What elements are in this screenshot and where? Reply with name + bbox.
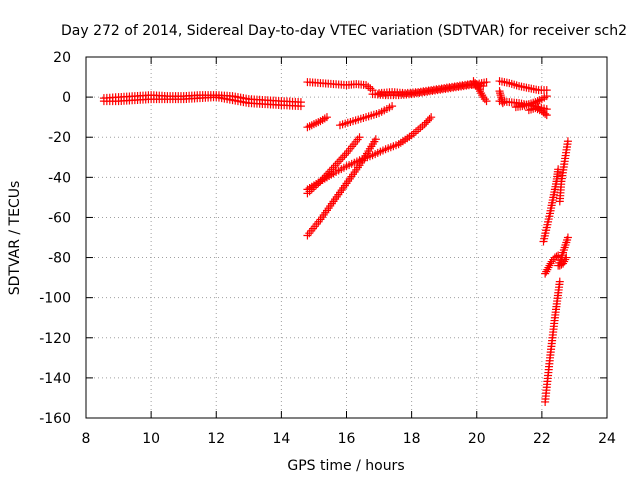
- data-point-marker: [479, 82, 488, 91]
- data-point-marker: [340, 151, 349, 160]
- y-tick-label: -120: [39, 331, 71, 347]
- data-point-marker: [325, 167, 334, 176]
- data-point-marker: [476, 87, 485, 96]
- data-point-marker: [473, 83, 482, 92]
- y-tick-label: 0: [62, 90, 71, 106]
- y-tick-labels: -160 -140 -120 -100 -80 -60 -40 -20 0 20: [39, 50, 71, 427]
- data-point-marker: [425, 114, 434, 123]
- y-tick-label: 20: [53, 50, 71, 66]
- data-point-marker: [479, 93, 488, 102]
- y-tick-label: -80: [48, 251, 71, 267]
- data-point-marker: [371, 135, 380, 144]
- data-point-marker: [563, 137, 572, 146]
- data-point-marker: [322, 113, 331, 122]
- x-tick-label: 10: [142, 431, 160, 447]
- data-point-marker: [498, 99, 507, 108]
- data-point-marker: [471, 79, 480, 88]
- data-point-marker: [388, 102, 397, 111]
- data-point-marker: [427, 113, 436, 122]
- x-tick-label: 22: [533, 431, 551, 447]
- data-point-marker: [542, 111, 551, 120]
- x-tick-label: 12: [207, 431, 225, 447]
- data-point-marker: [542, 92, 551, 101]
- data-point-marker: [561, 255, 570, 264]
- data-point-marker: [338, 153, 347, 162]
- axis-ticks: [85, 56, 608, 419]
- data-point-marker: [335, 157, 344, 166]
- data-point-marker: [559, 259, 568, 268]
- data-point-marker: [542, 267, 551, 276]
- data-point-marker: [336, 155, 345, 164]
- data-point-marker: [545, 261, 554, 270]
- data-point-marker: [560, 257, 569, 266]
- y-tick-label: -40: [48, 170, 71, 186]
- data-point-marker: [541, 269, 550, 278]
- data-point-marker: [480, 95, 489, 104]
- x-tick-label: 16: [338, 431, 356, 447]
- x-tick-label: 8: [82, 431, 91, 447]
- data-point-marker: [543, 265, 552, 274]
- grid-lines: [86, 57, 607, 418]
- x-tick-label: 18: [403, 431, 421, 447]
- data-point-marker: [331, 161, 340, 170]
- y-tick-label: -160: [39, 411, 71, 427]
- chart-title: Day 272 of 2014, Sidereal Day-to-day VTE…: [61, 23, 627, 39]
- data-point-marker: [541, 109, 550, 118]
- x-axis-label: GPS time / hours: [287, 458, 404, 474]
- data-point-marker: [296, 102, 305, 111]
- data-point-marker: [474, 85, 483, 94]
- data-point-marker: [477, 89, 486, 98]
- data-point-marker: [563, 233, 572, 242]
- data-point-marker: [472, 81, 481, 90]
- data-point-marker: [482, 78, 491, 87]
- data-point-marker: [546, 259, 555, 268]
- x-tick-label: 14: [272, 431, 290, 447]
- y-tick-label: -20: [48, 130, 71, 146]
- y-tick-label: -100: [39, 291, 71, 307]
- x-tick-labels: 8 10 12 14 16 18 20 22 24: [82, 431, 616, 447]
- data-point-marker: [544, 263, 553, 272]
- data-point-marker: [333, 159, 342, 168]
- data-point-marker: [552, 252, 561, 261]
- data-point-marker: [478, 91, 487, 100]
- data-point-marker: [562, 253, 571, 262]
- data-points: [99, 77, 572, 406]
- data-point-marker: [355, 133, 364, 142]
- y-tick-label: -60: [48, 210, 71, 226]
- y-axis-label: SDTVAR / TECUs: [7, 181, 23, 296]
- data-point-marker: [482, 97, 491, 106]
- x-tick-label: 20: [468, 431, 486, 447]
- data-point-marker: [555, 277, 564, 286]
- x-tick-label: 24: [598, 431, 616, 447]
- y-tick-label: -140: [39, 371, 71, 387]
- data-point-marker: [547, 257, 556, 266]
- data-point-marker: [469, 77, 478, 86]
